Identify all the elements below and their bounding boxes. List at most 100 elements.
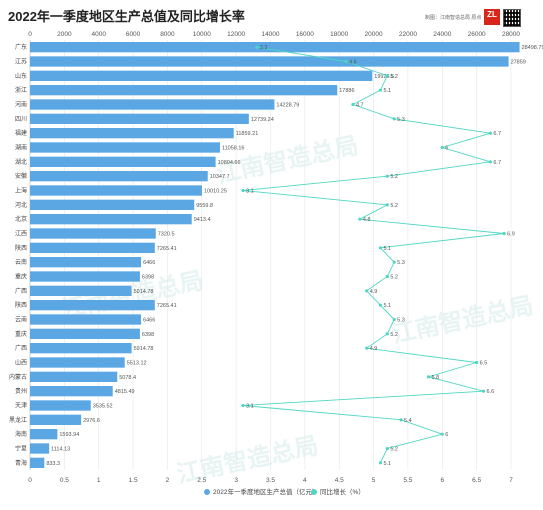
bar-value-label: 1593.94	[59, 432, 79, 438]
bar-value-label: 28498.79	[522, 45, 543, 51]
bar-value-label: 6398	[142, 332, 154, 338]
page-title: 2022年一季度地区生产总值及同比增长率	[8, 9, 245, 24]
x-bottom-tick-label: 5.5	[403, 477, 412, 484]
bar-value-label: 3535.52	[93, 404, 113, 410]
growth-point	[385, 174, 389, 178]
growth-point	[365, 346, 369, 350]
x-top-tick-label: 16000	[296, 31, 314, 38]
bar-value-label: 14228.79	[276, 103, 299, 109]
growth-value-label: 3.3	[260, 45, 268, 51]
category-label: 黑龙江	[9, 416, 27, 424]
growth-point	[392, 117, 396, 121]
bar	[30, 400, 91, 411]
bar	[30, 113, 249, 124]
growth-value-label: 6.6	[487, 389, 495, 395]
category-label: 湖北	[15, 158, 27, 166]
bar	[30, 156, 216, 167]
growth-value-label: 5.8	[432, 375, 440, 381]
bar	[30, 285, 132, 296]
growth-point	[378, 88, 383, 92]
x-bottom-tick-label: 4	[303, 477, 307, 484]
growth-value-label: 5.1	[383, 303, 391, 309]
bar-value-label: 833.3	[46, 461, 60, 467]
x-bottom-tick-label: 2.5	[197, 477, 206, 484]
growth-value-label: 4.8	[363, 217, 371, 223]
growth-value-label: 4.9	[370, 346, 378, 352]
growth-point	[399, 418, 403, 422]
growth-point	[241, 188, 245, 193]
category-label: 四川	[15, 116, 27, 123]
growth-point	[392, 260, 396, 264]
growth-point	[385, 74, 389, 78]
growth-point	[378, 246, 383, 250]
growth-point	[475, 360, 479, 365]
category-label: 内蒙古	[9, 373, 27, 381]
x-bottom-tick-label: 4.5	[335, 477, 344, 484]
growth-value-label: 5.2	[390, 174, 398, 180]
bar-value-label: 7320.5	[158, 232, 175, 238]
bar	[30, 386, 113, 397]
category-label: 上海	[15, 187, 27, 195]
growth-point	[440, 432, 444, 436]
bar	[30, 414, 82, 425]
x-top-tick-label: 10000	[193, 31, 211, 38]
bar-value-label: 10010.25	[204, 189, 227, 195]
growth-value-label: 6.5	[480, 361, 488, 367]
legend-marker-gdp	[204, 489, 210, 495]
growth-value-label: 5.2	[390, 203, 398, 209]
growth-point	[241, 403, 245, 408]
legend-label-gdp: 2022年一季度地区生产总值（亿元）	[213, 487, 318, 496]
x-bottom-tick-label: 6	[440, 477, 444, 484]
bar	[30, 328, 140, 339]
growth-line	[242, 46, 505, 463]
x-bottom-tick-label: 0	[28, 477, 32, 484]
bar-value-label: 9559.8	[196, 203, 213, 209]
growth-point	[385, 446, 389, 451]
bar-value-label: 10347.7	[210, 174, 230, 180]
bar	[30, 99, 275, 110]
category-label: 青海	[15, 459, 27, 467]
category-label: 山西	[15, 359, 27, 367]
x-top-tick-label: 24000	[433, 31, 451, 38]
bar-value-label: 5513.12	[127, 361, 147, 367]
growth-value-label: 4.6	[349, 60, 357, 66]
bar	[30, 199, 195, 210]
bar-value-label: 6466	[143, 318, 155, 324]
category-label: 云南	[15, 316, 27, 324]
bar-value-label: 5914.78	[134, 289, 154, 295]
category-label: 山东	[15, 72, 27, 80]
growth-value-label: 6.9	[507, 232, 515, 238]
category-label: 浙江	[15, 86, 27, 94]
bar-value-label: 6398	[142, 275, 154, 281]
x-top-tick-label: 12000	[227, 31, 245, 38]
growth-value-label: 5.2	[390, 275, 398, 281]
category-label: 重庆	[15, 330, 27, 338]
growth-value-label: 5.2	[390, 74, 398, 80]
bar	[30, 457, 45, 468]
growth-value-label: 5.2	[390, 447, 398, 453]
bar	[30, 171, 208, 182]
category-label: 重庆	[15, 273, 27, 281]
bar-value-label: 27859	[511, 60, 526, 66]
category-label: 福建	[15, 129, 27, 137]
bar	[30, 257, 142, 268]
category-label: 河北	[15, 201, 27, 209]
bar-value-label: 11859.21	[236, 131, 259, 137]
category-label: 广西	[15, 344, 27, 352]
legend-marker-growth	[311, 489, 317, 495]
x-bottom-tick-label: 3	[234, 477, 238, 484]
growth-point	[385, 274, 389, 279]
growth-point	[392, 317, 396, 322]
growth-point	[440, 145, 444, 150]
x-top-tick-label: 6000	[126, 31, 141, 38]
bar-value-label: 6466	[143, 260, 155, 266]
growth-point	[488, 131, 492, 135]
bar	[30, 443, 50, 454]
x-top-tick-label: 14000	[261, 31, 279, 38]
x-top-tick-label: 26000	[468, 31, 486, 38]
bar-value-label: 12739.24	[251, 117, 274, 123]
category-label: 陕西	[15, 244, 27, 252]
growth-value-label: 4.9	[370, 289, 378, 295]
x-bottom-tick-label: 7	[509, 477, 513, 484]
